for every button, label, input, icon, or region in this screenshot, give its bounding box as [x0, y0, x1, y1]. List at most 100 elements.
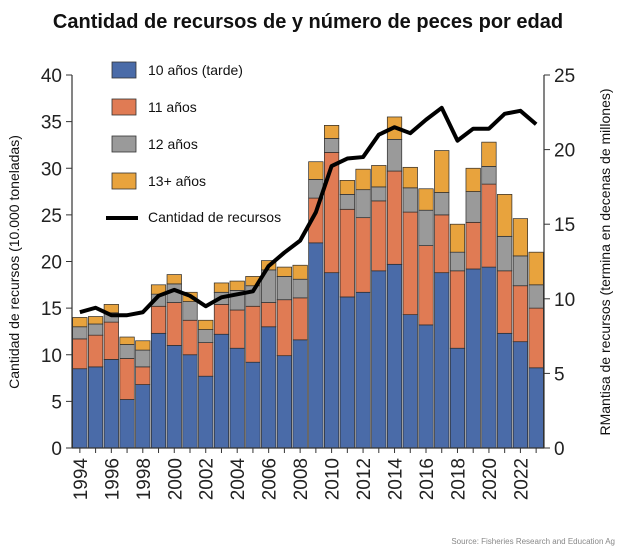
bar-2007-series-1	[276, 299, 292, 357]
bar-2019-series-0	[465, 268, 481, 449]
bar-2011-series-0	[339, 296, 355, 449]
y-axis-right-label: RMantisa de recursos (termina en decenas…	[597, 88, 613, 435]
bar-2018-series-2	[449, 251, 466, 272]
bar-2003-series-3	[213, 282, 230, 293]
bar-2000-series-0	[166, 345, 182, 449]
bar-2008-series-0	[292, 339, 308, 449]
legend-label-1: 11 años	[148, 99, 197, 115]
bar-2018-series-0	[449, 347, 466, 449]
x-tick-label: 2020	[480, 458, 501, 500]
bar-2020-series-3	[481, 141, 497, 167]
bar-2002-series-3	[198, 319, 214, 330]
legend-label-2: 12 años	[148, 136, 198, 152]
bar-2020-series-0	[481, 266, 497, 449]
bar-2021-series-3	[497, 194, 513, 237]
bar-1999-series-0	[150, 332, 167, 449]
bar-2006-series-0	[261, 326, 277, 449]
bar-2016-series-1	[418, 245, 434, 326]
bar-2021-series-1	[497, 270, 513, 334]
y-tick-right-label: 10	[554, 290, 575, 311]
bar-2018-series-3	[449, 223, 466, 253]
y-tick-right-label: 15	[554, 215, 575, 236]
bar-2020-series-2	[481, 166, 497, 185]
bar-2008-series-1	[292, 297, 308, 341]
bar-2019-series-2	[465, 191, 481, 223]
x-tick-label: 2002	[197, 458, 218, 500]
x-tick-label: 2008	[291, 458, 312, 500]
legend-label-3: 13+ años	[148, 173, 206, 189]
bar-1997-series-1	[119, 358, 135, 400]
bar-2018-series-1	[449, 270, 466, 349]
bar-2023-series-3	[528, 251, 544, 286]
bar-2008-series-3	[292, 264, 308, 280]
bar-2023-series-0	[528, 367, 544, 449]
y-tick-right-label: 0	[554, 439, 565, 460]
bar-2004-series-0	[229, 347, 245, 449]
y-tick-left-label: 20	[41, 253, 62, 274]
bar-1995-series-2	[88, 323, 104, 336]
bar-2012-series-1	[355, 217, 371, 293]
bar-1994-series-1	[72, 338, 88, 370]
x-tick-label: 2000	[165, 458, 186, 500]
bar-2016-series-0	[418, 324, 434, 449]
bar-2015-series-2	[402, 187, 418, 213]
bar-2013-series-1	[371, 200, 387, 272]
bar-1996-series-3	[103, 304, 119, 314]
bar-2022-series-0	[512, 341, 528, 449]
bar-2016-series-2	[418, 209, 434, 246]
bar-2021-series-2	[497, 235, 513, 272]
bar-2013-series-0	[371, 270, 387, 449]
bar-2013-series-3	[371, 165, 387, 188]
bar-1997-series-3	[119, 336, 135, 345]
bar-2010-series-2	[324, 138, 340, 153]
y-tick-right-label: 5	[554, 364, 565, 385]
bar-1996-series-1	[103, 321, 119, 360]
bar-2002-series-0	[198, 375, 214, 449]
x-tick-label: 2018	[448, 458, 469, 500]
legend-swatch-1	[111, 98, 137, 116]
line-cantidad-de-recursos	[79, 105, 538, 318]
x-tick-label: 2012	[354, 458, 375, 500]
bar-2013-series-2	[371, 186, 387, 202]
bar-2016-series-3	[418, 188, 434, 211]
bar-2001-series-1	[182, 319, 198, 356]
x-ticks: 1994 1996 1998 2000 2002 2004 2006 2008 2010 2012…	[71, 448, 537, 501]
y-tick-left-label: 15	[41, 299, 62, 320]
bar-2014-series-2	[386, 138, 403, 172]
legend-swatch-0	[111, 61, 137, 79]
bar-1998-series-3	[135, 340, 151, 351]
y-axis-left-label: Cantidad de recursos (10.000 toneladas)	[6, 135, 22, 389]
x-tick-label: 2022	[511, 458, 532, 500]
bar-2017-series-0	[434, 272, 450, 449]
bar-2023-series-1	[528, 307, 544, 369]
bar-1995-series-0	[88, 366, 104, 449]
bar-1999-series-1	[150, 305, 167, 334]
bar-1997-series-0	[119, 399, 135, 449]
bar-2021-series-0	[497, 332, 513, 449]
x-tick-label: 2016	[417, 458, 438, 500]
bar-2008-series-2	[292, 278, 308, 299]
bar-2009-series-3	[308, 161, 324, 180]
bar-1994-series-2	[72, 326, 88, 340]
bar-2012-series-3	[355, 168, 371, 191]
bar-2023-series-2	[528, 284, 544, 309]
bar-2022-series-2	[512, 255, 528, 287]
bar-1994-series-3	[72, 317, 88, 328]
bar-1997-series-2	[119, 344, 135, 359]
bar-2014-series-1	[386, 170, 403, 265]
x-tick-label: 2014	[386, 458, 407, 501]
bar-2019-series-1	[465, 221, 481, 270]
bar-2003-series-1	[213, 304, 230, 335]
bar-2012-series-0	[355, 291, 371, 449]
y-ticks-left: 0 5 10 15 20 25 30 35 40	[41, 66, 72, 460]
bar-1994-series-0	[72, 368, 88, 449]
bar-1998-series-2	[135, 349, 151, 368]
bar-2017-series-3	[434, 150, 450, 193]
bar-2014-series-0	[386, 263, 403, 449]
bar-2011-series-1	[339, 208, 355, 298]
bar-1998-series-0	[135, 384, 151, 449]
bar-1998-series-1	[135, 366, 151, 385]
bar-2007-series-3	[276, 266, 292, 277]
y-tick-right-label: 25	[554, 66, 575, 87]
